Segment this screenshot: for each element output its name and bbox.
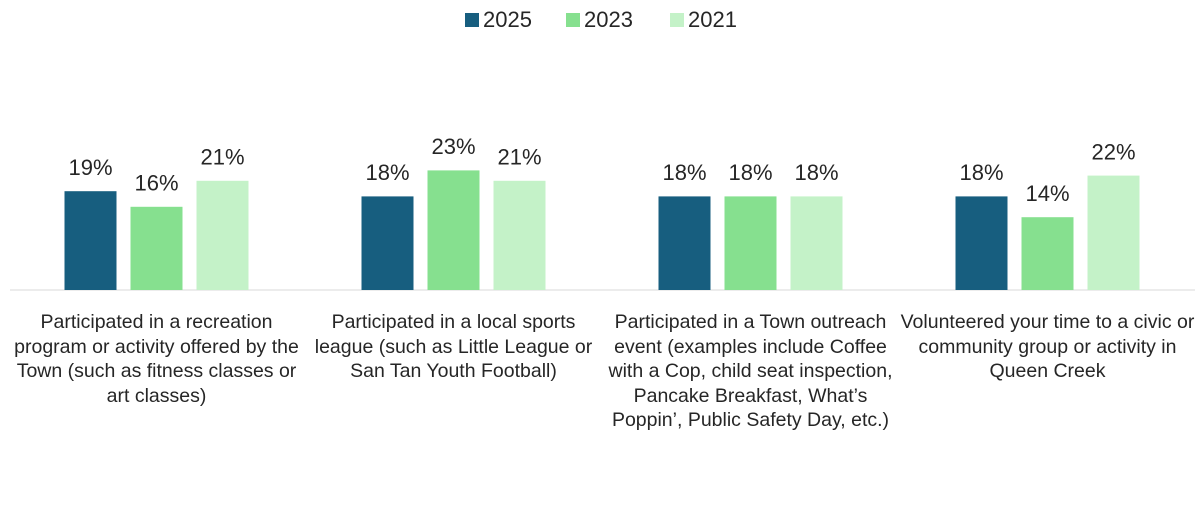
- legend-swatch: [566, 13, 580, 27]
- data-label: 21%: [200, 145, 244, 170]
- x-tick-label: Participated in a Town outreach event (e…: [608, 311, 893, 431]
- bar: [196, 180, 249, 290]
- data-label: 18%: [794, 160, 838, 185]
- data-label: 14%: [1025, 181, 1069, 206]
- bar: [361, 196, 414, 290]
- bar: [493, 180, 546, 290]
- legend-swatch: [465, 13, 479, 27]
- data-label: 19%: [68, 155, 112, 180]
- bar: [1087, 175, 1140, 290]
- bar: [724, 196, 777, 290]
- bar: [955, 196, 1008, 290]
- bar: [658, 196, 711, 290]
- legend-label: 2021: [688, 7, 737, 32]
- data-label: 18%: [365, 160, 409, 185]
- data-label: 18%: [959, 160, 1003, 185]
- bar: [64, 191, 117, 290]
- bar: [790, 196, 843, 290]
- data-label: 21%: [497, 145, 541, 170]
- legend-swatch: [670, 13, 684, 27]
- data-label: 18%: [728, 160, 772, 185]
- data-label: 16%: [134, 171, 178, 196]
- bar: [427, 170, 480, 290]
- legend-label: 2025: [483, 7, 532, 32]
- legend-label: 2023: [584, 7, 633, 32]
- x-tick-label: Volunteered your time to a civic or comm…: [900, 311, 1195, 382]
- bar: [1021, 217, 1074, 290]
- x-tick-label: Participated in a local sports league (s…: [314, 311, 593, 382]
- data-label: 22%: [1091, 139, 1135, 164]
- x-tick-label: Participated in a recreation program or …: [14, 311, 299, 407]
- bar: [130, 206, 183, 290]
- data-label: 18%: [662, 160, 706, 185]
- data-label: 23%: [431, 134, 475, 159]
